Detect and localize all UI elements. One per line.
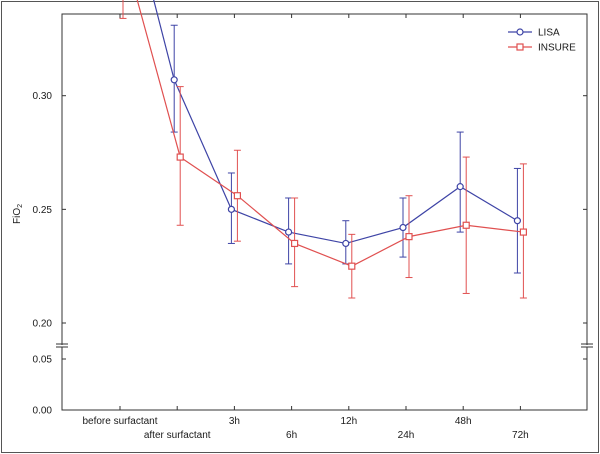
x-axis: before surfactant after surfactant 3h 6h 12h… (82, 14, 529, 441)
y-tick-label: 0.25 (33, 205, 53, 216)
legend-label-lisa: LISA (538, 28, 560, 39)
x-tick-label: 72h (512, 430, 529, 441)
data-point (348, 262, 356, 270)
axis-break-gap-right (582, 345, 592, 347)
series-line (153, 0, 518, 245)
data-point (399, 223, 407, 232)
y-tick-label: 0.20 (33, 319, 53, 330)
y-tick-label: 0.00 (33, 406, 53, 417)
series-lisa (153, 0, 522, 274)
data-point (285, 228, 293, 236)
x-tick-label: after surfactant (144, 430, 211, 441)
data-point (456, 183, 464, 191)
y-axis-label: FiO2 (12, 204, 24, 224)
x-tick-label: 48h (455, 416, 472, 427)
series-insure (119, 0, 528, 299)
data-point (291, 239, 299, 248)
data-point (513, 217, 522, 225)
data-point (405, 233, 413, 241)
y-tick-label: 0.05 (33, 355, 53, 366)
series-line (136, 0, 524, 267)
x-tick-label: before surfactant (82, 416, 157, 427)
x-tick-label: 3h (229, 416, 240, 427)
data-point (233, 192, 241, 200)
y-tick-label: 0.30 (33, 91, 53, 102)
data-point (519, 228, 528, 236)
data-point (342, 239, 350, 248)
series-layer (119, 0, 528, 299)
data-point (227, 205, 235, 213)
x-tick-label: 24h (398, 430, 415, 441)
legend-label-insure: INSURE (538, 43, 576, 54)
data-point (170, 76, 178, 84)
legend-marker-insure (516, 43, 524, 51)
axis-break-gap-left (57, 345, 67, 347)
x-tick-label: 6h (286, 430, 297, 441)
data-point (176, 153, 184, 161)
plot-area (61, 13, 588, 411)
y-axis: 0.000.050.200.250.300.350.400.45 (33, 91, 587, 417)
legend-marker-lisa (516, 28, 524, 36)
data-point (462, 221, 470, 229)
legend: LISA INSURE (508, 28, 576, 54)
y-axis-label-subscript: 2 (17, 204, 24, 208)
x-tick-label: 12h (340, 416, 357, 427)
